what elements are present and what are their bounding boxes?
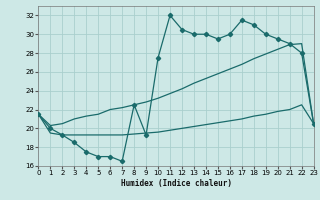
X-axis label: Humidex (Indice chaleur): Humidex (Indice chaleur) [121, 179, 231, 188]
